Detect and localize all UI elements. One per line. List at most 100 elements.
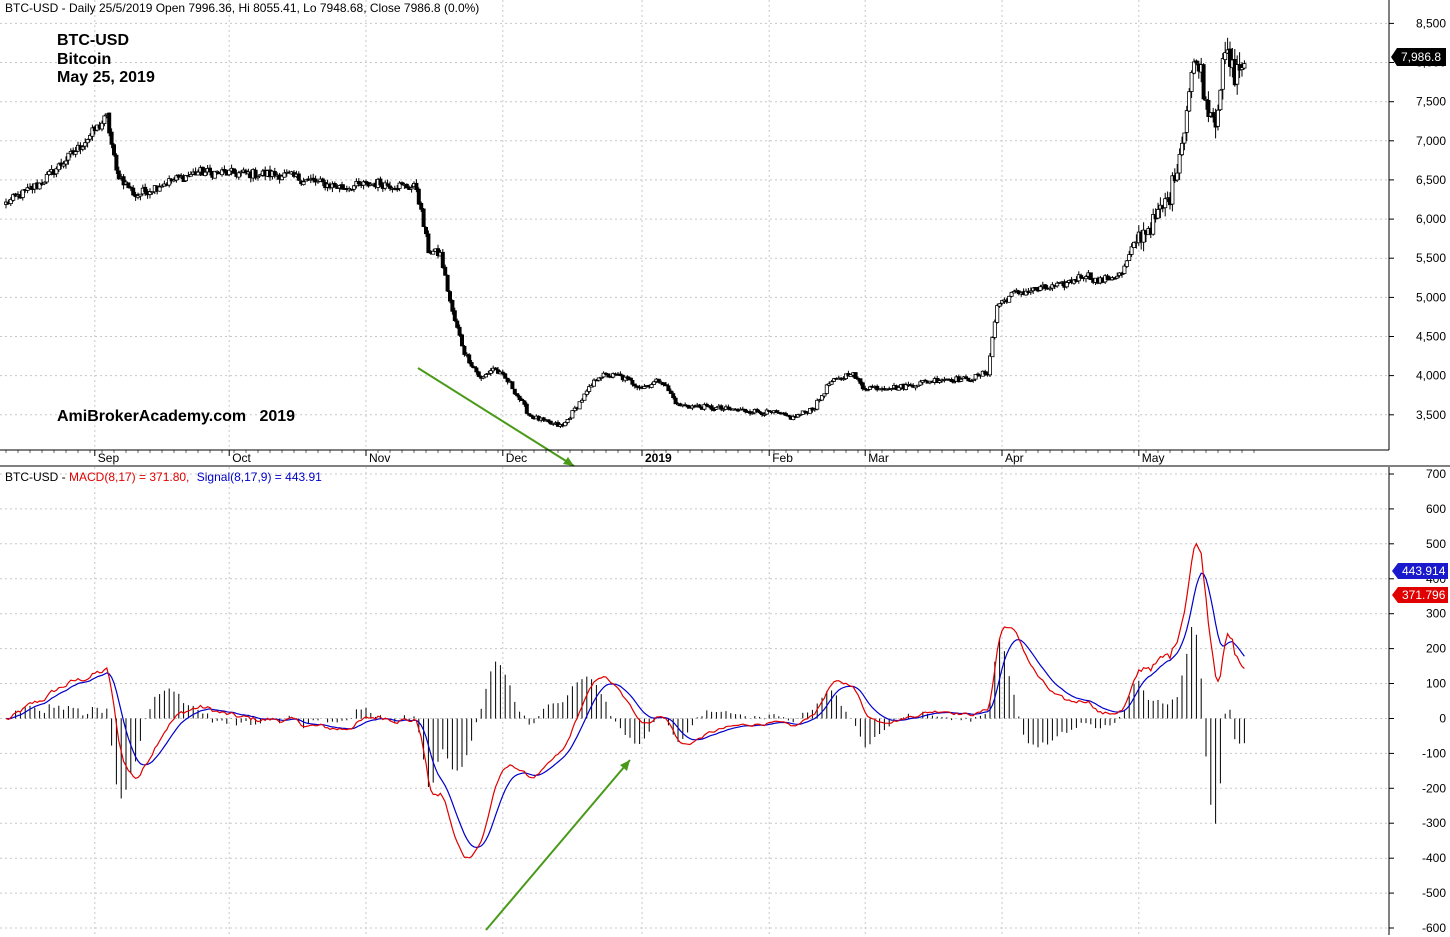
candle-body xyxy=(968,380,973,382)
candle-body xyxy=(500,371,505,375)
candle-body xyxy=(656,378,661,383)
candle-body xyxy=(1240,67,1245,70)
candle-body xyxy=(512,388,517,395)
candle-body xyxy=(1182,132,1187,144)
candle-body xyxy=(483,373,488,378)
month-label: Nov xyxy=(369,451,390,465)
candle-body xyxy=(1242,63,1247,69)
candle-body xyxy=(548,420,553,425)
price-tick-label: 8,500 xyxy=(1416,16,1446,30)
candle-body xyxy=(1028,290,1033,293)
candle-body xyxy=(606,373,611,378)
macd-panel: BTC-USD - MACD(8,17) = 371.80, Signal(8,… xyxy=(0,467,1448,935)
macd-tick-label: 0 xyxy=(1439,712,1446,726)
candle-body xyxy=(824,384,829,394)
candle-body xyxy=(796,414,801,418)
macd-tick-label: 100 xyxy=(1426,677,1446,691)
macd-header-macd: MACD(8,17) = 371.80, xyxy=(69,470,189,484)
candle-body xyxy=(712,409,717,411)
price-tick-label: 4,500 xyxy=(1416,330,1446,344)
candle-body xyxy=(128,186,133,189)
candle-body xyxy=(959,378,964,382)
candle-body xyxy=(1187,91,1192,112)
candle-body xyxy=(1000,300,1005,304)
candle-body xyxy=(673,397,678,405)
price-tick-label: 6,500 xyxy=(1416,173,1446,187)
macd-header-signal: Signal(8,17,9) = 443.91 xyxy=(197,470,322,484)
candle-body xyxy=(916,384,921,387)
macd-tick-label: -300 xyxy=(1422,816,1446,830)
candle-body xyxy=(865,389,870,392)
candle-body xyxy=(116,170,121,180)
candle-body xyxy=(760,412,765,415)
candle-body xyxy=(563,421,568,427)
candle-body xyxy=(1228,48,1233,67)
price-tick-label: 3,500 xyxy=(1416,408,1446,422)
candle-body xyxy=(363,181,368,183)
candle-body xyxy=(858,378,863,384)
candle-body xyxy=(296,173,301,181)
candle-body xyxy=(1064,282,1069,288)
candle-body xyxy=(459,334,464,347)
candle-body xyxy=(183,175,188,182)
candle-body xyxy=(803,410,808,413)
candle-body xyxy=(748,411,753,414)
signal-line xyxy=(5,572,1245,849)
candle-body xyxy=(476,371,481,377)
candle-body xyxy=(1189,72,1194,92)
candle-body xyxy=(231,168,236,174)
month-label: Feb xyxy=(772,451,793,465)
candle-body xyxy=(568,417,573,420)
candle-body xyxy=(896,387,901,391)
candle-body xyxy=(474,367,479,373)
candle-body xyxy=(471,366,476,369)
candle-body xyxy=(272,170,277,176)
candle-body xyxy=(1127,254,1132,262)
candle-body xyxy=(114,154,119,171)
price-candles xyxy=(4,37,1247,429)
candle-body xyxy=(1204,99,1209,101)
candle-body xyxy=(1007,295,1012,303)
candle-body xyxy=(1024,290,1029,296)
candle-body xyxy=(203,171,208,176)
candle-body xyxy=(282,172,287,178)
month-label: Mar xyxy=(868,451,889,465)
candle-body xyxy=(964,376,969,379)
candle-body xyxy=(913,385,918,389)
candle-body xyxy=(875,385,880,391)
candle-body xyxy=(860,382,865,390)
candle-body xyxy=(832,378,837,382)
candle-body xyxy=(1105,275,1110,280)
candle-body xyxy=(255,176,260,179)
annotation-line-2: Bitcoin xyxy=(57,51,111,68)
candle-body xyxy=(1211,112,1216,118)
candle-body xyxy=(587,386,592,392)
candle-body xyxy=(195,171,200,176)
candle-body xyxy=(719,405,724,410)
candle-body xyxy=(1033,286,1038,291)
signal-badge: 443.914 xyxy=(1392,563,1448,579)
candle-body xyxy=(1043,284,1048,289)
candle-body xyxy=(37,182,42,190)
candle-body xyxy=(642,386,647,389)
candle-body xyxy=(937,380,942,383)
candle-body xyxy=(303,179,308,182)
candle-body xyxy=(757,411,762,414)
candle-body xyxy=(918,381,923,386)
candle-body xyxy=(889,388,894,391)
macd-tick-label: -500 xyxy=(1422,886,1446,900)
candle-body xyxy=(808,408,813,414)
candle-body xyxy=(416,188,421,205)
candle-body xyxy=(457,326,462,336)
candle-body xyxy=(584,390,589,395)
macd-line xyxy=(5,542,1245,859)
candle-body xyxy=(505,377,510,383)
price-header: BTC-USD - Daily 25/5/2019 Open 7996.36, … xyxy=(5,1,479,15)
candle-body xyxy=(121,176,126,186)
month-label: Apr xyxy=(1005,451,1024,465)
candle-body xyxy=(988,355,993,376)
candle-body xyxy=(1079,275,1084,279)
candle-body xyxy=(488,370,493,374)
candle-body xyxy=(174,175,179,181)
